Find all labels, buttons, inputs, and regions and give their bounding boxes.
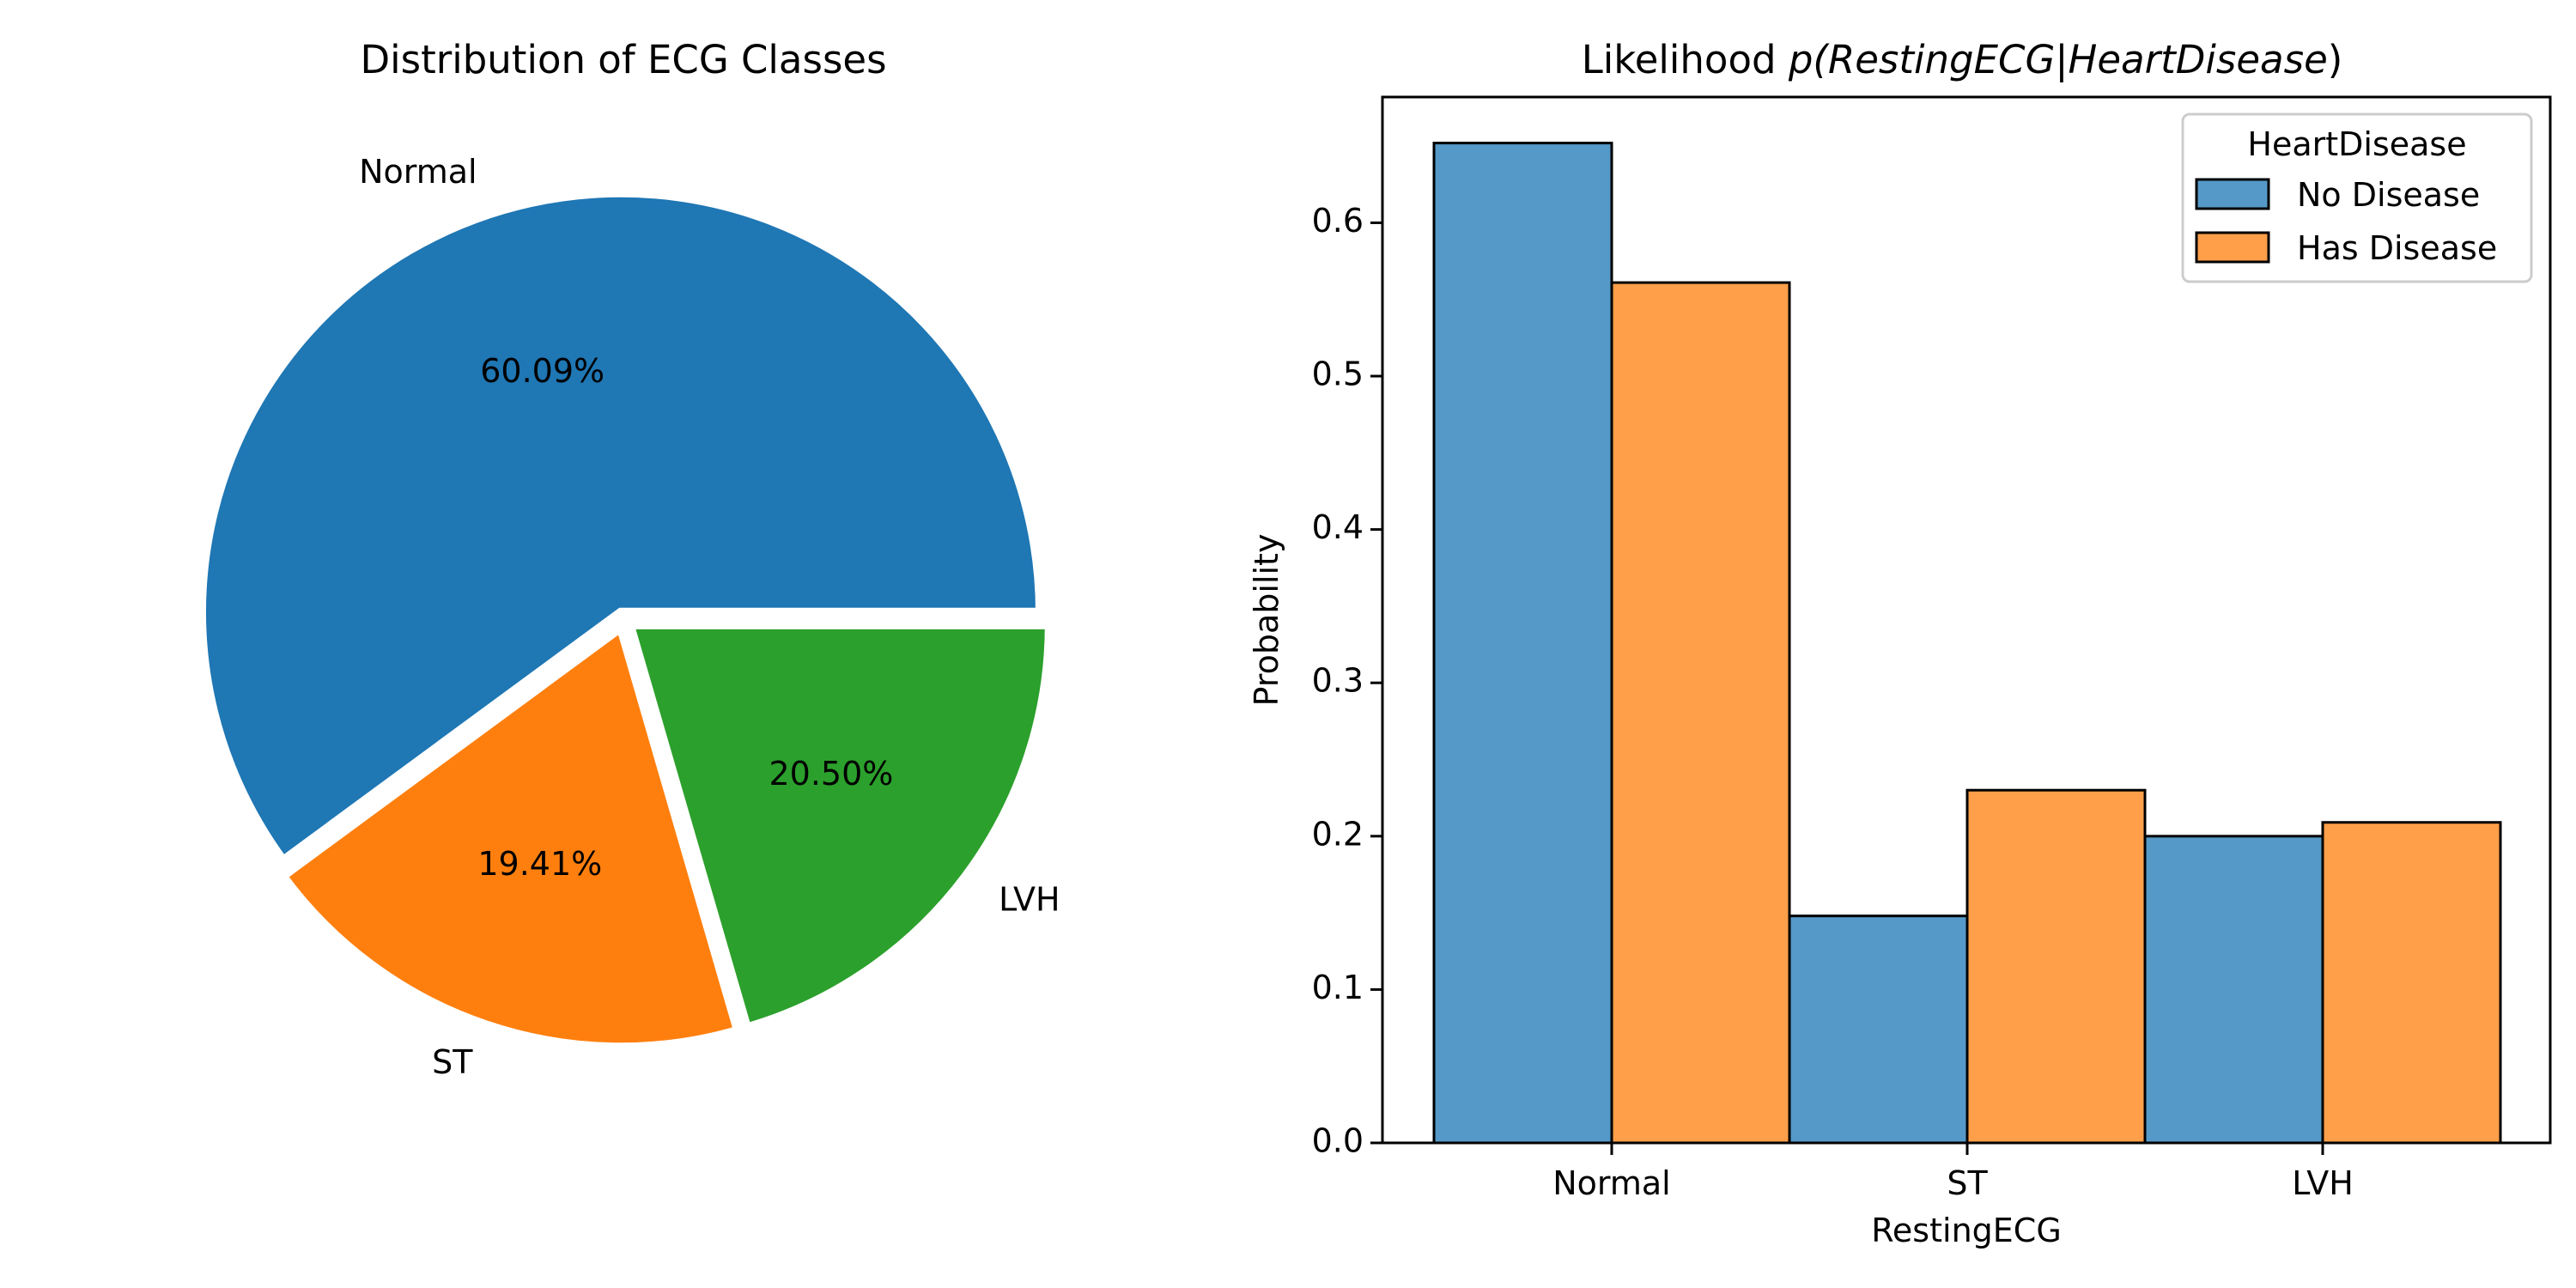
legend-swatch-no-disease bbox=[2195, 178, 2270, 210]
legend-label-has-disease: Has Disease bbox=[2297, 229, 2497, 267]
bar-title-math-var2: HeartDisease bbox=[2069, 37, 2328, 82]
pie-chart: Distribution of ECG Classes Normal 60.09%… bbox=[197, 37, 1060, 1081]
pie-pct-normal: 60.09% bbox=[480, 352, 605, 390]
y-tick-label: 0.1 bbox=[1312, 969, 1364, 1006]
y-tick-label: 0.0 bbox=[1312, 1122, 1364, 1160]
bar-title: Likelihood p(RestingECG|HeartDisease) bbox=[1582, 37, 2343, 82]
pie-labels: Normal 60.09% ST 19.41% LVH 20.50% bbox=[359, 153, 1060, 1081]
bar-title-math-open: p( bbox=[1788, 37, 1831, 82]
bar-no-disease-normal bbox=[1432, 142, 1613, 1145]
y-tick-label: 0.2 bbox=[1312, 815, 1364, 853]
x-axis-label: RestingECG bbox=[1871, 1212, 2062, 1249]
bar-series bbox=[1432, 142, 2502, 1145]
y-tick-label: 0.4 bbox=[1312, 508, 1364, 546]
x-tick-label-normal: Normal bbox=[1552, 1164, 1671, 1202]
pie-slices bbox=[197, 188, 1054, 1052]
pie-title: Distribution of ECG Classes bbox=[360, 37, 886, 82]
bar-no-disease-lvh bbox=[2143, 835, 2324, 1145]
x-tick-label-lvh: LVH bbox=[2292, 1164, 2354, 1202]
bar-has-disease-normal bbox=[1610, 281, 1791, 1145]
bar-has-disease-st bbox=[1965, 788, 2147, 1145]
legend-title: HeartDisease bbox=[2247, 125, 2466, 163]
pie-label-normal: Normal bbox=[359, 153, 477, 191]
pie-slice-lvh bbox=[624, 620, 1054, 1033]
y-tick-label: 0.5 bbox=[1312, 355, 1364, 393]
x-tick-label-st: ST bbox=[1947, 1164, 1988, 1202]
pie-slice-normal bbox=[197, 188, 1044, 866]
y-tick-label: 0.3 bbox=[1312, 662, 1364, 700]
y-tick-label: 0.6 bbox=[1312, 202, 1364, 240]
bar-title-math-close: ) bbox=[2328, 37, 2343, 82]
legend-label-no-disease: No Disease bbox=[2297, 176, 2480, 214]
pie-label-st: ST bbox=[432, 1043, 473, 1081]
bar-title-prefix: Likelihood bbox=[1582, 37, 1789, 82]
bar-title-math-bar: | bbox=[2055, 37, 2068, 82]
bar-title-math-var1: RestingECG bbox=[1828, 37, 2055, 82]
bar-chart: Likelihood p(RestingECG|HeartDisease) 0.… bbox=[1248, 37, 2552, 1249]
y-axis-label: Probability bbox=[1248, 534, 1285, 707]
pie-slice-st bbox=[276, 620, 744, 1052]
x-axis-ticks: Normal ST LVH bbox=[1552, 1143, 2354, 1202]
y-axis-ticks: 0.0 0.1 0.2 0.3 0.4 0.5 0.6 bbox=[1312, 202, 1382, 1160]
pie-label-lvh: LVH bbox=[999, 881, 1060, 919]
pie-pct-st: 19.41% bbox=[477, 845, 602, 883]
legend: HeartDisease No Disease Has Disease bbox=[2181, 112, 2533, 283]
bar-has-disease-lvh bbox=[2321, 821, 2502, 1145]
legend-swatch-has-disease bbox=[2195, 231, 2270, 264]
bar-no-disease-st bbox=[1788, 914, 1969, 1145]
pie-pct-lvh: 20.50% bbox=[769, 755, 893, 793]
